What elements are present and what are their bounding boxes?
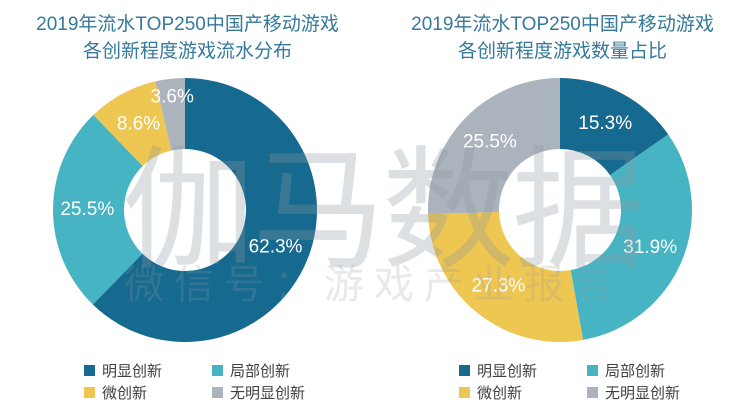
donut-slice	[428, 78, 560, 215]
legend-item-partial-innovation: 局部创新	[587, 360, 680, 381]
donut-chart-revenue: 62.3% 25.5% 8.6% 3.6%	[53, 78, 317, 343]
donut-slice	[428, 211, 584, 342]
legend-swatch-micro-innovation	[84, 387, 95, 398]
donut-chart-count: 15.3% 31.9% 27.3% 25.5%	[428, 78, 692, 342]
slice-value-label: 25.5%	[463, 132, 517, 153]
legend-swatch-micro-innovation	[459, 387, 470, 398]
slice-value-label: 15.3%	[578, 113, 632, 134]
chart-legend-revenue: 明显创新 局部创新 微创新 无明显创新	[84, 360, 305, 403]
slice-value-label: 31.9%	[623, 237, 677, 258]
chart-title-line2: 各创新程度游戏流水分布	[82, 41, 292, 62]
legend-label: 明显创新	[102, 363, 163, 380]
legend-swatch-obvious-innovation	[84, 365, 95, 376]
legend-swatch-no-obvious-innovation	[587, 387, 598, 398]
legend-label: 微创新	[102, 385, 148, 402]
chart-panel-revenue-distribution: 2019年流水TOP250中国产移动游戏 各创新程度游戏流水分布 62.3% 25…	[0, 11, 375, 403]
chart-title-revenue: 2019年流水TOP250中国产移动游戏 各创新程度游戏流水分布	[0, 11, 375, 65]
legend-item-partial-innovation: 局部创新	[212, 360, 305, 381]
legend-item-no-obvious-innovation: 无明显创新	[587, 382, 680, 403]
donut-slice	[155, 78, 185, 151]
legend-label: 微创新	[477, 385, 523, 402]
legend-item-micro-innovation: 微创新	[84, 382, 212, 403]
legend-swatch-obvious-innovation	[459, 365, 470, 376]
donut-slice	[53, 114, 143, 305]
chart-legend-count: 明显创新 局部创新 微创新 无明显创新	[459, 360, 680, 403]
slice-value-label: 3.6%	[151, 87, 194, 108]
donut-slice	[93, 81, 172, 167]
legend-swatch-no-obvious-innovation	[212, 387, 223, 398]
donut-slice	[570, 134, 692, 340]
legend-swatch-partial-innovation	[212, 365, 223, 376]
chart-title-count: 2019年流水TOP250中国产移动游戏 各创新程度游戏数量占比	[375, 11, 750, 65]
slice-value-label: 62.3%	[249, 236, 303, 257]
legend-item-obvious-innovation: 明显创新	[84, 360, 212, 381]
legend-label: 明显创新	[477, 363, 538, 380]
slice-value-label: 8.6%	[117, 114, 160, 135]
slice-value-label: 27.3%	[471, 275, 525, 296]
legend-label: 局部创新	[230, 363, 291, 380]
legend-label: 局部创新	[605, 363, 666, 380]
legend-label: 无明显创新	[230, 385, 306, 402]
chart-title-line1: 2019年流水TOP250中国产移动游戏	[36, 14, 339, 35]
legend-item-obvious-innovation: 明显创新	[459, 360, 587, 381]
chart-title-line2: 各创新程度游戏数量占比	[457, 41, 667, 62]
donut-slice	[92, 78, 317, 343]
legend-label: 无明显创新	[605, 385, 681, 402]
legend-item-no-obvious-innovation: 无明显创新	[212, 382, 305, 403]
legend-item-micro-innovation: 微创新	[459, 382, 587, 403]
chart-panel-count-share: 2019年流水TOP250中国产移动游戏 各创新程度游戏数量占比 15.3% 31…	[375, 0, 750, 410]
slice-value-label: 25.5%	[60, 199, 114, 220]
legend-swatch-partial-innovation	[587, 365, 598, 376]
donut-slice	[560, 78, 669, 176]
chart-title-line1: 2019年流水TOP250中国产移动游戏	[411, 14, 714, 35]
